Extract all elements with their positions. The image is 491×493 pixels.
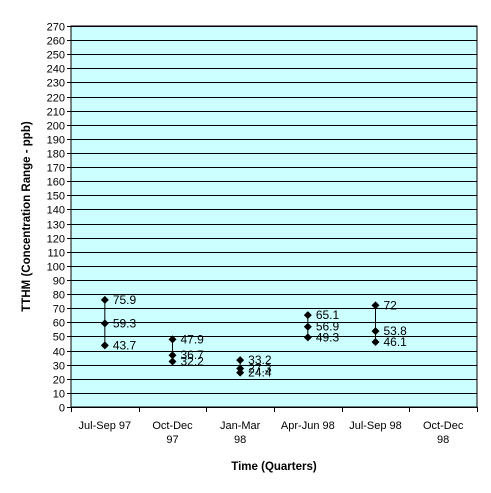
y-tick-label: 10 <box>53 389 65 401</box>
y-tick-label: 160 <box>47 177 65 189</box>
y-tick-label: 150 <box>47 191 65 203</box>
y-tick-label: 220 <box>47 93 65 105</box>
data-point <box>100 295 109 304</box>
data-label: 72 <box>384 298 398 312</box>
data-point <box>236 356 245 365</box>
data-point <box>303 311 312 320</box>
data-point <box>236 368 245 377</box>
y-tick-label: 230 <box>47 78 65 90</box>
data-point <box>100 341 109 350</box>
data-point <box>168 335 177 344</box>
data-label: 59.3 <box>113 316 137 330</box>
y-tick-label: 210 <box>47 107 65 119</box>
y-tick-label: 190 <box>47 135 65 147</box>
y-tick-label: 60 <box>53 318 65 330</box>
data-point <box>168 351 177 360</box>
data-point <box>236 364 245 373</box>
y-tick-label: 130 <box>47 220 65 232</box>
data-label: 65.1 <box>316 308 340 322</box>
y-tick-label: 70 <box>53 304 65 316</box>
x-tick-label: Jul-Sep 98 <box>349 420 402 432</box>
data-point <box>371 301 380 310</box>
y-tick-label: 120 <box>47 234 65 246</box>
tick-labels: 0 10 20 30 40 50 60 70 80 90 100 110 120 130 140 150 160… <box>47 22 71 415</box>
y-tick-label: 40 <box>53 347 65 359</box>
data-point <box>303 333 312 342</box>
data-label: 33.2 <box>248 353 272 367</box>
data-point <box>371 337 380 346</box>
y-tick-label: 180 <box>47 149 65 161</box>
data-label: 47.9 <box>181 332 205 346</box>
data-label: 27.3 <box>248 361 272 375</box>
data-label: 46.1 <box>384 335 408 349</box>
y-tick-label: 20 <box>53 375 65 387</box>
x-tick-label: Jan-Mar 98 <box>220 420 261 446</box>
category-labels: Jul-Sep 97 Oct-Dec 97 Jan-Mar 98 Apr-Jun 98 Ju… <box>71 407 478 446</box>
x-tick-label: Oct-Dec 97 <box>152 420 193 446</box>
y-tick-label: 240 <box>47 64 65 76</box>
x-axis-title: Time (Quarters) <box>231 461 317 473</box>
data-label: 53.8 <box>384 324 408 338</box>
y-tick-label: 270 <box>47 22 65 34</box>
data-label: 49.3 <box>316 330 340 344</box>
y-axis-title: TTHM (Concentration Range - ppb) <box>21 121 33 312</box>
y-tick-label: 140 <box>47 205 65 217</box>
y-tick-label: 30 <box>53 361 65 373</box>
x-tick-label: Oct-Dec 98 <box>423 420 464 446</box>
data-point <box>371 327 380 336</box>
y-tick-label: 200 <box>47 121 65 133</box>
gridlines <box>71 26 477 394</box>
y-tick-label: 100 <box>47 262 65 274</box>
y-tick-label: 110 <box>47 248 65 260</box>
data-labels: 75.9 59.3 43.7 47.9 36.732.2 33.227.324.4 65.1… <box>113 293 407 380</box>
x-tick-label: Jul-Sep 97 <box>79 420 132 432</box>
y-tick-label: 80 <box>53 290 65 302</box>
data-point <box>100 319 109 328</box>
y-tick-label: 0 <box>59 403 65 415</box>
data-point <box>168 357 177 366</box>
data-label: 56.9 <box>316 320 340 334</box>
data-point <box>303 322 312 331</box>
data-label: 32.2 <box>181 355 205 369</box>
data-marks <box>100 295 380 377</box>
y-tick-label: 90 <box>53 276 65 288</box>
data-label: 24.4 <box>248 366 272 380</box>
data-label: 43.7 <box>113 338 137 352</box>
plot-area <box>70 25 478 408</box>
x-tick-label: Apr-Jun 98 <box>281 420 335 432</box>
data-label: 36.7 <box>181 348 205 362</box>
y-tick-label: 50 <box>53 332 65 344</box>
y-tick-label: 260 <box>47 36 65 48</box>
data-label: 75.9 <box>113 293 137 307</box>
y-tick-label: 250 <box>47 50 65 62</box>
y-tick-label: 170 <box>47 163 65 175</box>
